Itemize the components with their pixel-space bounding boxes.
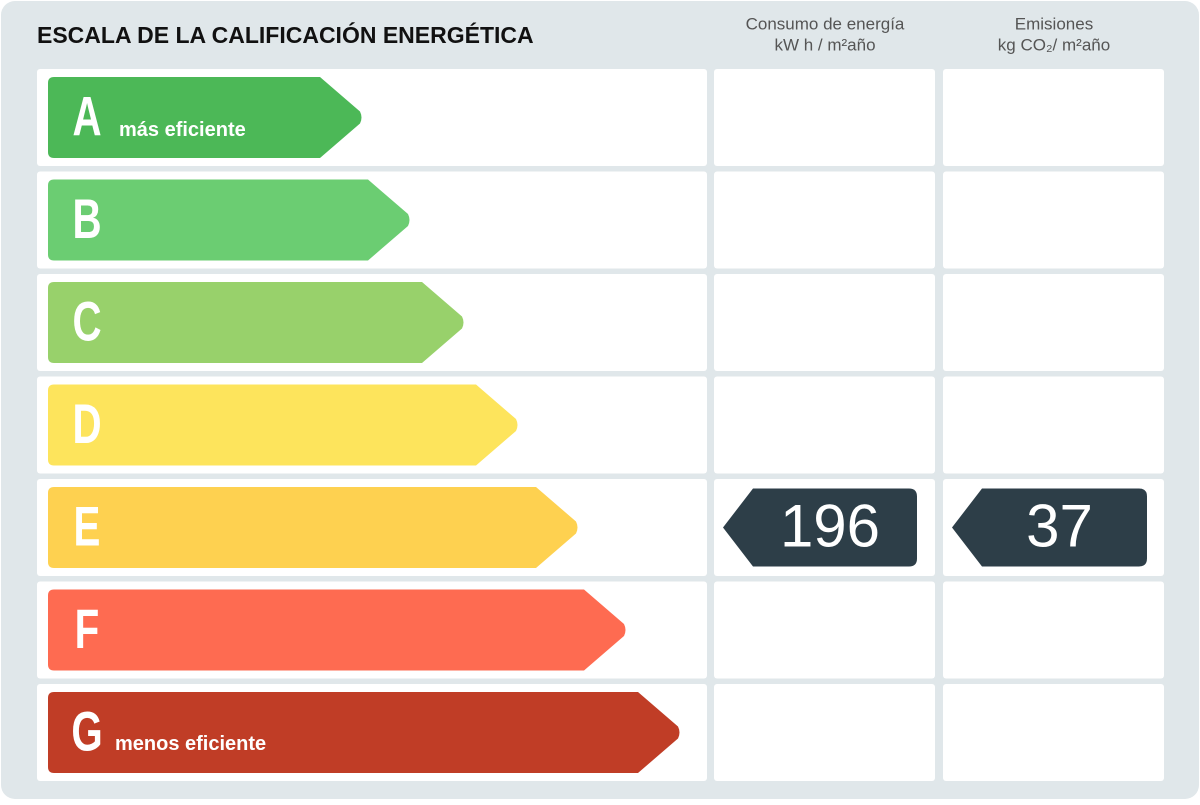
rating-arrow — [48, 384, 518, 466]
value-text: 37 — [1026, 492, 1093, 559]
rating-letter: F — [75, 598, 100, 660]
rating-note: más eficiente — [119, 119, 246, 141]
rating-letter: B — [72, 188, 101, 250]
value-badge — [952, 488, 1147, 567]
column-unit: kg CO₂/ m²año — [998, 35, 1110, 54]
rating-letter: G — [71, 701, 102, 763]
rating-letter: C — [72, 291, 101, 353]
row-cell — [943, 684, 1164, 781]
rating-note: menos eficiente — [115, 733, 266, 755]
rating-arrow — [48, 487, 578, 568]
rating-letter: D — [72, 393, 101, 455]
row-cell — [943, 581, 1164, 679]
row-cell — [943, 171, 1164, 269]
rating-letter: A — [72, 86, 101, 148]
row-cell — [714, 171, 935, 269]
column-title: Emisiones — [1015, 14, 1093, 33]
rating-arrow — [48, 692, 680, 773]
value-text: 196 — [780, 492, 880, 559]
rating-arrow — [48, 77, 362, 158]
rating-letter: E — [74, 496, 101, 558]
row-cell — [714, 376, 935, 474]
row-cell — [943, 274, 1164, 371]
rating-arrow — [48, 179, 410, 261]
row-cell — [714, 581, 935, 679]
row-cell — [943, 69, 1164, 166]
row-cell — [714, 684, 935, 781]
title: ESCALA DE LA CALIFICACIÓN ENERGÉTICA — [37, 21, 534, 48]
rating-arrow — [48, 282, 464, 363]
column-title: Consumo de energía — [746, 14, 905, 33]
rating-arrow — [48, 589, 626, 671]
row-cell — [714, 69, 935, 166]
row-cell — [943, 376, 1164, 474]
row-cell — [714, 274, 935, 371]
value-badge — [723, 488, 917, 567]
column-unit: kW h / m²año — [774, 35, 875, 54]
